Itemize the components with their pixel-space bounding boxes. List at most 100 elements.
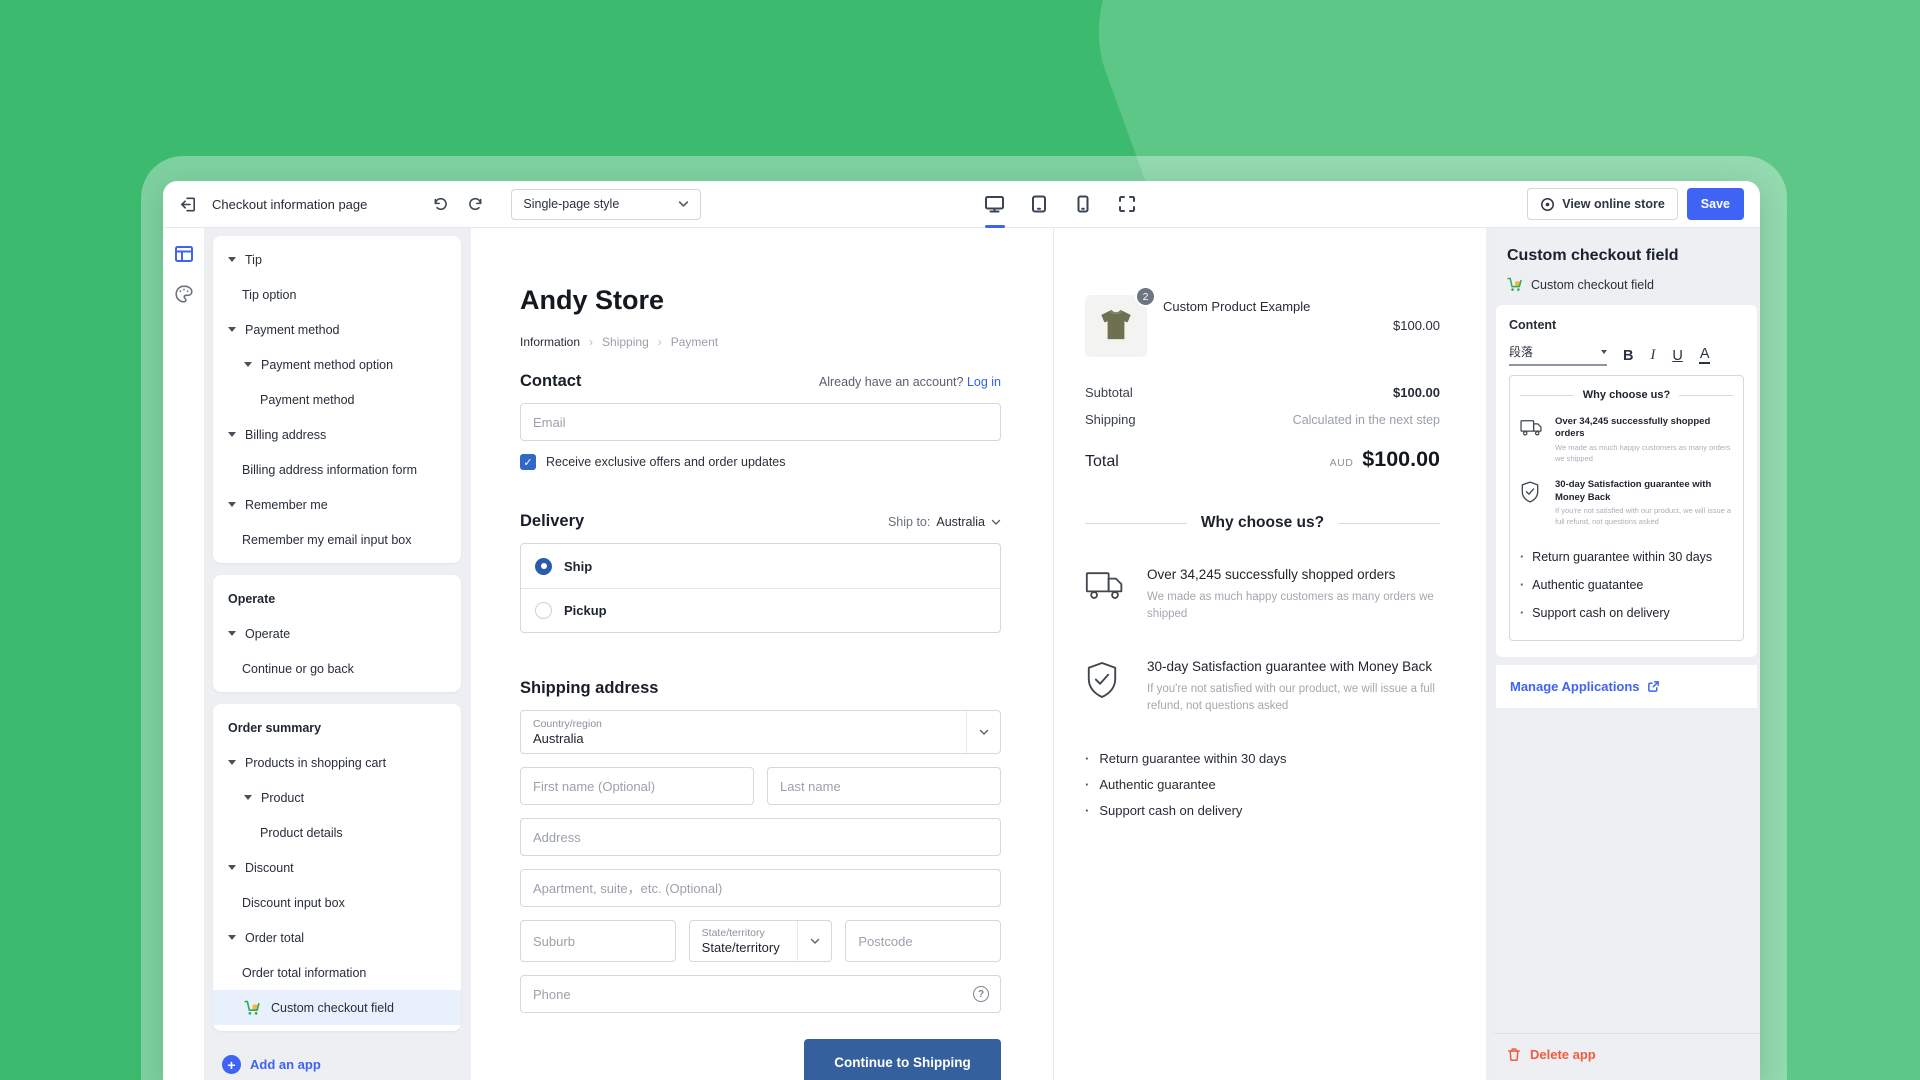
desktop-preview-button[interactable] <box>984 181 1005 228</box>
caret-down-icon[interactable] <box>228 502 236 507</box>
caret-down-icon[interactable] <box>244 795 252 800</box>
sidebar-item-remember-email-box[interactable]: Remember my email input box <box>213 522 461 557</box>
apartment-field[interactable] <box>520 869 1001 907</box>
radio-selected-icon[interactable] <box>535 557 552 575</box>
delivery-option-label: Ship <box>564 558 593 574</box>
undo-button[interactable] <box>429 194 450 215</box>
italic-button[interactable]: I <box>1649 347 1656 366</box>
caret-down-icon[interactable] <box>228 257 236 262</box>
login-link[interactable]: Log in <box>966 375 1001 389</box>
sidebar-item-discount-input-box[interactable]: Discount input box <box>213 885 461 920</box>
sidebar-item-custom-checkout-field[interactable]: Custom checkout field <box>213 990 461 1025</box>
exit-editor-button[interactable] <box>177 193 200 216</box>
subtotal-label: Subtotal <box>1085 385 1133 400</box>
section-header-operate: Operate <box>228 591 276 606</box>
sidebar-item-product[interactable]: Product <box>213 780 461 815</box>
caret-down-icon[interactable] <box>228 865 236 870</box>
sidebar-item-order-total-information[interactable]: Order total information <box>213 955 461 990</box>
caret-down-icon[interactable] <box>228 327 236 332</box>
feature-description: If you're not satisfied with our product… <box>1147 682 1435 713</box>
manage-applications-link[interactable]: Manage Applications <box>1510 679 1660 694</box>
first-name-field[interactable] <box>520 767 754 805</box>
sidebar-item-label: Discount input box <box>242 895 345 910</box>
phone-help-icon[interactable]: ? <box>973 986 989 1002</box>
redo-button[interactable] <box>466 194 487 215</box>
order-summary-column: 2 Custom Product Example $100.00 Subtota… <box>1054 228 1486 1080</box>
sidebar-item-tip-option[interactable]: Tip option <box>213 277 461 312</box>
mobile-preview-button[interactable] <box>1073 181 1093 228</box>
caret-down-icon[interactable] <box>228 432 236 437</box>
radio-unselected-icon[interactable] <box>535 602 552 619</box>
sidebar-item-products-in-cart[interactable]: Products in shopping cart <box>213 745 461 780</box>
page-title: Checkout information page <box>212 196 368 212</box>
breadcrumb-shipping[interactable]: Shipping <box>602 335 649 349</box>
sidebar-item-label: Product details <box>260 825 343 840</box>
sidebar-item-payment-method-option[interactable]: Payment method option <box>213 347 461 382</box>
underline-button[interactable]: U <box>1672 348 1683 364</box>
continue-to-shipping-button[interactable]: Continue to Shipping <box>804 1039 1001 1080</box>
caret-down-icon[interactable] <box>228 935 236 940</box>
sidebar-item-billing-address[interactable]: Billing address <box>213 417 461 452</box>
shield-check-icon <box>1085 658 1127 716</box>
view-online-store-label: View online store <box>1562 197 1665 211</box>
chevron-right-icon: › <box>589 335 594 349</box>
delivery-method-group: Ship Pickup <box>520 543 1001 633</box>
tablet-preview-button[interactable] <box>1029 181 1049 228</box>
sections-card-checkout: Tip Tip option Payment method Payment me… <box>213 236 461 563</box>
marketing-checkbox[interactable]: ✓ <box>520 454 536 470</box>
editor-feature-description: We made as much happy customers as many … <box>1555 442 1731 463</box>
sections-tab-button[interactable] <box>174 244 194 264</box>
trash-icon <box>1507 1047 1521 1062</box>
sidebar-item-order-total[interactable]: Order total <box>213 920 461 955</box>
email-field[interactable] <box>520 403 1001 441</box>
sidebar-item-discount[interactable]: Discount <box>213 850 461 885</box>
caret-down-icon[interactable] <box>244 362 252 367</box>
caret-down-icon[interactable] <box>228 631 236 636</box>
sidebar-item-label: Tip option <box>242 287 297 302</box>
sidebar-item-billing-address-form[interactable]: Billing address information form <box>213 452 461 487</box>
postcode-field[interactable] <box>845 920 1002 962</box>
sidebar-item-payment-method[interactable]: Payment method <box>213 312 461 347</box>
sidebar-item-operate[interactable]: Operate <box>213 616 461 651</box>
breadcrumb-payment[interactable]: Payment <box>670 335 719 349</box>
sidebar-item-label: Order total <box>245 930 305 945</box>
cart-product-row: 2 Custom Product Example $100.00 <box>1085 286 1440 357</box>
theme-styles-tab-button[interactable] <box>174 284 194 304</box>
phone-field[interactable] <box>521 976 973 1012</box>
sidebar-item-tip[interactable]: Tip <box>213 242 461 277</box>
panel-title: Custom checkout field <box>1507 247 1679 264</box>
sidebar-item-remember-me[interactable]: Remember me <box>213 487 461 522</box>
external-link-icon <box>1647 680 1660 693</box>
sidebar-item-continue-or-go-back[interactable]: Continue or go back <box>213 651 461 686</box>
fullscreen-preview-button[interactable] <box>1117 181 1137 228</box>
suburb-field[interactable] <box>520 920 676 962</box>
page-style-select[interactable]: Single-page style <box>511 188 702 220</box>
richtext-editor[interactable]: Why choose us? <box>1509 375 1744 642</box>
view-online-store-button[interactable]: View online store <box>1527 188 1678 220</box>
editor-bullet: Return guarantee within 30 days <box>1520 548 1733 566</box>
sidebar-item-payment-method-child[interactable]: Payment method <box>213 382 461 417</box>
shirt-image <box>1101 309 1131 340</box>
delivery-option-ship[interactable]: Ship <box>521 544 1000 588</box>
delivery-option-pickup[interactable]: Pickup <box>521 588 1000 632</box>
paragraph-style-select[interactable]: 段落 <box>1509 343 1607 366</box>
breadcrumb-information[interactable]: Information <box>520 335 581 349</box>
sidebar-item-label: Billing address <box>245 427 327 442</box>
delete-app-button[interactable]: Delete app <box>1507 1047 1596 1062</box>
address-field[interactable] <box>520 818 1001 856</box>
country-region-select[interactable]: Country/region Australia <box>520 710 1001 754</box>
last-name-field[interactable] <box>767 767 1001 805</box>
product-price: $100.00 <box>1393 318 1440 333</box>
bold-button[interactable]: B <box>1623 348 1634 364</box>
editor-bullet: Authentic guatantee <box>1520 576 1733 594</box>
save-button[interactable]: Save <box>1686 188 1744 220</box>
state-territory-select[interactable]: State/territory State/territory <box>688 920 833 962</box>
preview-scrollbar[interactable] <box>1486 228 1493 1080</box>
caret-down-icon[interactable] <box>228 760 236 765</box>
editor-feature-title: Over 34,245 successfully shopped orders <box>1555 416 1711 440</box>
add-an-app-button[interactable]: + Add an app <box>214 1047 471 1080</box>
text-color-button[interactable]: A <box>1698 346 1711 364</box>
sidebar-item-product-details[interactable]: Product details <box>213 815 461 850</box>
ship-to-select[interactable]: Ship to: Australia <box>888 515 1001 529</box>
editor-bullet: Support cash on delivery <box>1520 604 1733 622</box>
